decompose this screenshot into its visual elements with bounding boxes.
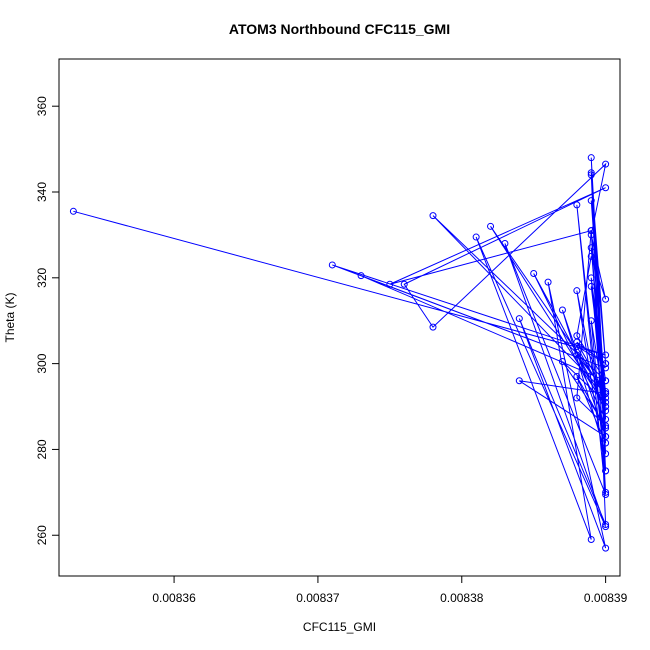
x-tick-label: 0.00836 <box>152 591 196 605</box>
y-tick-label: 260 <box>35 525 49 545</box>
data-point <box>328 261 336 269</box>
data-point <box>602 351 610 359</box>
data-point <box>602 424 610 432</box>
x-tick-label: 0.00837 <box>296 591 340 605</box>
data-point <box>587 274 595 282</box>
series-points <box>69 154 610 552</box>
data-point <box>587 252 595 260</box>
data-point <box>69 207 77 215</box>
data-point <box>602 544 610 552</box>
data-point <box>587 536 595 544</box>
data-point <box>515 377 523 385</box>
data-point <box>602 160 610 168</box>
data-point <box>602 422 610 430</box>
data-point <box>602 467 610 475</box>
data-point <box>573 201 581 209</box>
series-line <box>73 157 607 549</box>
data-point <box>602 377 610 385</box>
data-point <box>530 270 538 278</box>
y-tick-label: 340 <box>35 182 49 202</box>
data-point <box>602 407 610 415</box>
data-point <box>587 227 595 235</box>
data-point <box>501 239 509 247</box>
data-point <box>587 244 595 252</box>
data-point <box>587 197 595 205</box>
data-point <box>487 222 495 230</box>
y-tick-label: 320 <box>35 267 49 287</box>
data-point <box>602 398 610 406</box>
plot-frame <box>58 58 621 577</box>
chart-title: ATOM3 Northbound CFC115_GMI <box>229 21 450 37</box>
data-point <box>602 394 610 402</box>
data-point <box>587 282 595 290</box>
data-point <box>587 154 595 162</box>
data-point <box>558 357 566 365</box>
data-point <box>573 351 581 359</box>
data-point <box>386 280 394 288</box>
x-axis-label: CFC115_GMI <box>303 620 376 634</box>
y-axis-label: Theta (K) <box>3 292 17 342</box>
data-point <box>587 317 595 325</box>
data-point <box>602 390 610 398</box>
data-point <box>429 212 437 220</box>
data-point <box>602 360 610 368</box>
data-point <box>602 521 610 529</box>
data-point <box>573 332 581 340</box>
data-point <box>602 403 610 411</box>
data-point <box>602 490 610 498</box>
y-tick-label: 280 <box>35 439 49 459</box>
x-tick-label: 0.00838 <box>440 591 484 605</box>
data-point <box>587 169 595 177</box>
data-point <box>429 323 437 331</box>
data-point <box>602 450 610 458</box>
series-path <box>73 157 607 549</box>
data-point <box>602 364 610 372</box>
data-point <box>357 272 365 280</box>
data-point <box>602 523 610 531</box>
data-point <box>515 315 523 323</box>
data-point <box>587 171 595 179</box>
data-point <box>587 231 595 239</box>
data-point <box>472 233 480 241</box>
y-axis: 260 280 300 320 340 360 <box>35 96 59 545</box>
data-point <box>602 295 610 303</box>
data-point <box>400 280 408 288</box>
data-point <box>573 287 581 295</box>
data-point <box>573 394 581 402</box>
data-point <box>602 184 610 192</box>
data-point <box>602 433 610 441</box>
data-point <box>544 278 552 286</box>
data-point <box>558 306 566 314</box>
x-tick-label: 0.00839 <box>584 591 628 605</box>
data-point <box>573 342 581 350</box>
x-axis: 0.00836 0.00837 0.00838 0.00839 <box>152 576 628 605</box>
y-tick-label: 300 <box>35 353 49 373</box>
data-point <box>602 488 610 496</box>
data-point <box>573 372 581 380</box>
y-tick-label: 360 <box>35 96 49 116</box>
